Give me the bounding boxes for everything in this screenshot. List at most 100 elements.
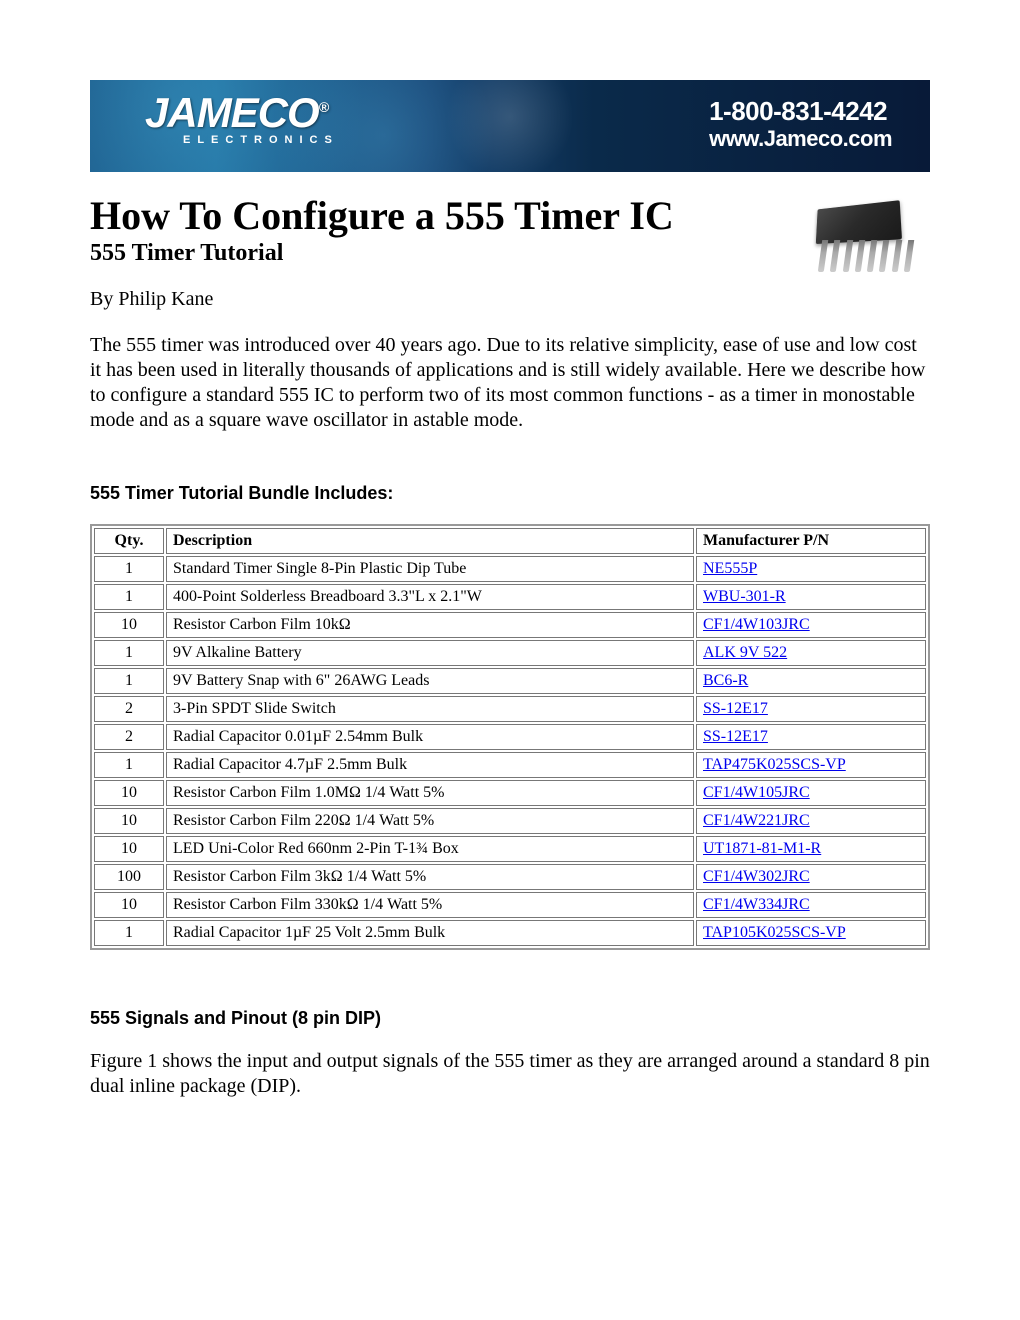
chip-pin-icon [855, 240, 865, 272]
logo-subtext: ELECTRONICS [183, 134, 339, 146]
partnum-link[interactable]: CF1/4W334JRC [703, 896, 810, 913]
website-url: www.Jameco.com [709, 126, 892, 152]
cell-description: Radial Capacitor 1µF 25 Volt 2.5mm Bulk [166, 920, 694, 946]
cell-description: 3-Pin SPDT Slide Switch [166, 696, 694, 722]
table-row: 19V Battery Snap with 6" 26AWG Leads BC6-… [94, 668, 926, 694]
table-header-row: Qty. Description Manufacturer P/N [94, 528, 926, 554]
title-block: How To Configure a 555 Timer IC 555 Time… [90, 194, 794, 285]
col-pn-header: Manufacturer P/N [696, 528, 926, 554]
cell-description: Resistor Carbon Film 10kΩ [166, 612, 694, 638]
cell-partnum: WBU-301-R [696, 584, 926, 610]
partnum-link[interactable]: CF1/4W105JRC [703, 784, 810, 801]
cell-description: Radial Capacitor 0.01µF 2.54mm Bulk [166, 724, 694, 750]
table-row: 10Resistor Carbon Film 220Ω 1/4 Watt 5%C… [94, 808, 926, 834]
cell-partnum: CF1/4W105JRC [696, 780, 926, 806]
cell-qty: 10 [94, 808, 164, 834]
cell-partnum: TAP105K025SCS-VP [696, 920, 926, 946]
partnum-link[interactable]: TAP475K025SCS-VP [703, 756, 846, 773]
cell-description: Resistor Carbon Film 1.0MΩ 1/4 Watt 5% [166, 780, 694, 806]
partnum-link[interactable]: CF1/4W221JRC [703, 812, 810, 829]
cell-partnum: SS-12E17 [696, 724, 926, 750]
table-row: 10Resistor Carbon Film 330kΩ 1/4 Watt 5%… [94, 892, 926, 918]
table-row: 1400-Point Solderless Breadboard 3.3"L x… [94, 584, 926, 610]
cell-description: Resistor Carbon Film 3kΩ 1/4 Watt 5% [166, 864, 694, 890]
chip-pin-icon [842, 240, 852, 272]
cell-partnum: CF1/4W103JRC [696, 612, 926, 638]
table-row: 2Radial Capacitor 0.01µF 2.54mm Bulk SS-1… [94, 724, 926, 750]
partnum-link[interactable]: BC6-R [703, 672, 748, 689]
cell-description: Standard Timer Single 8-Pin Plastic Dip … [166, 556, 694, 582]
cell-partnum: CF1/4W302JRC [696, 864, 926, 890]
cell-partnum: NE555P [696, 556, 926, 582]
pinout-paragraph: Figure 1 shows the input and output sign… [90, 1049, 930, 1099]
chip-pin-icon [818, 240, 828, 272]
col-desc-header: Description [166, 528, 694, 554]
cell-qty: 1 [94, 920, 164, 946]
page-title: How To Configure a 555 Timer IC [90, 194, 794, 238]
page-subtitle: 555 Timer Tutorial [90, 240, 794, 267]
cell-qty: 1 [94, 584, 164, 610]
logo-main-text: JAMECO [145, 89, 319, 136]
cell-qty: 2 [94, 724, 164, 750]
intro-paragraph: The 555 timer was introduced over 40 yea… [90, 333, 930, 433]
cell-qty: 10 [94, 836, 164, 862]
cell-qty: 1 [94, 640, 164, 666]
cell-description: LED Uni-Color Red 660nm 2-Pin T-1¾ Box [166, 836, 694, 862]
table-row: 1Radial Capacitor 4.7µF 2.5mm Bulk TAP475… [94, 752, 926, 778]
header-banner: JAMECO® ELECTRONICS 1-800-831-4242 www.J… [90, 80, 930, 172]
contact-block: 1-800-831-4242 www.Jameco.com [709, 98, 892, 152]
logo-block: JAMECO® ELECTRONICS [145, 94, 339, 146]
cell-description: Radial Capacitor 4.7µF 2.5mm Bulk [166, 752, 694, 778]
chip-pin-icon [830, 240, 840, 272]
chip-image [794, 196, 924, 288]
cell-qty: 10 [94, 612, 164, 638]
partnum-link[interactable]: UT1871-81-M1-R [703, 840, 821, 857]
chip-pins-icon [820, 240, 912, 278]
cell-description: 9V Alkaline Battery [166, 640, 694, 666]
partnum-link[interactable]: CF1/4W103JRC [703, 616, 810, 633]
cell-partnum: CF1/4W221JRC [696, 808, 926, 834]
cell-partnum: SS-12E17 [696, 696, 926, 722]
chip-pin-icon [904, 240, 914, 272]
table-row: 100Resistor Carbon Film 3kΩ 1/4 Watt 5% C… [94, 864, 926, 890]
cell-qty: 1 [94, 752, 164, 778]
chip-body-icon [816, 200, 902, 244]
table-row: 10Resistor Carbon Film 10kΩ CF1/4W103JRC [94, 612, 926, 638]
cell-qty: 1 [94, 668, 164, 694]
partnum-link[interactable]: TAP105K025SCS-VP [703, 924, 846, 941]
partnum-link[interactable]: WBU-301-R [703, 588, 786, 605]
cell-description: 400-Point Solderless Breadboard 3.3"L x … [166, 584, 694, 610]
cell-qty: 1 [94, 556, 164, 582]
cell-partnum: ALK 9V 522 [696, 640, 926, 666]
chip-pin-icon [867, 240, 877, 272]
table-row: 10Resistor Carbon Film 1.0MΩ 1/4 Watt 5%… [94, 780, 926, 806]
partnum-link[interactable]: CF1/4W302JRC [703, 868, 810, 885]
logo-text: JAMECO® [145, 94, 339, 132]
partnum-link[interactable]: ALK 9V 522 [703, 644, 787, 661]
cell-partnum: BC6-R [696, 668, 926, 694]
cell-partnum: UT1871-81-M1-R [696, 836, 926, 862]
cell-description: 9V Battery Snap with 6" 26AWG Leads [166, 668, 694, 694]
bundle-heading: 555 Timer Tutorial Bundle Includes: [90, 483, 930, 504]
phone-number: 1-800-831-4242 [709, 98, 892, 124]
cell-partnum: TAP475K025SCS-VP [696, 752, 926, 778]
cell-qty: 10 [94, 892, 164, 918]
parts-table: Qty. Description Manufacturer P/N 1Stand… [90, 524, 930, 950]
cell-qty: 100 [94, 864, 164, 890]
col-qty-header: Qty. [94, 528, 164, 554]
cell-description: Resistor Carbon Film 330kΩ 1/4 Watt 5% [166, 892, 694, 918]
table-row: 1Radial Capacitor 1µF 25 Volt 2.5mm Bulk… [94, 920, 926, 946]
table-row: 1Standard Timer Single 8-Pin Plastic Dip… [94, 556, 926, 582]
partnum-link[interactable]: SS-12E17 [703, 700, 768, 717]
cell-qty: 2 [94, 696, 164, 722]
table-row: 19V Alkaline Battery ALK 9V 522 [94, 640, 926, 666]
pinout-heading: 555 Signals and Pinout (8 pin DIP) [90, 1008, 930, 1029]
chip-pin-icon [891, 240, 901, 272]
partnum-link[interactable]: SS-12E17 [703, 728, 768, 745]
cell-partnum: CF1/4W334JRC [696, 892, 926, 918]
table-row: 10LED Uni-Color Red 660nm 2-Pin T-1¾ Box… [94, 836, 926, 862]
logo-registered: ® [319, 99, 328, 115]
cell-qty: 10 [94, 780, 164, 806]
table-row: 23-Pin SPDT Slide Switch SS-12E17 [94, 696, 926, 722]
partnum-link[interactable]: NE555P [703, 560, 757, 577]
